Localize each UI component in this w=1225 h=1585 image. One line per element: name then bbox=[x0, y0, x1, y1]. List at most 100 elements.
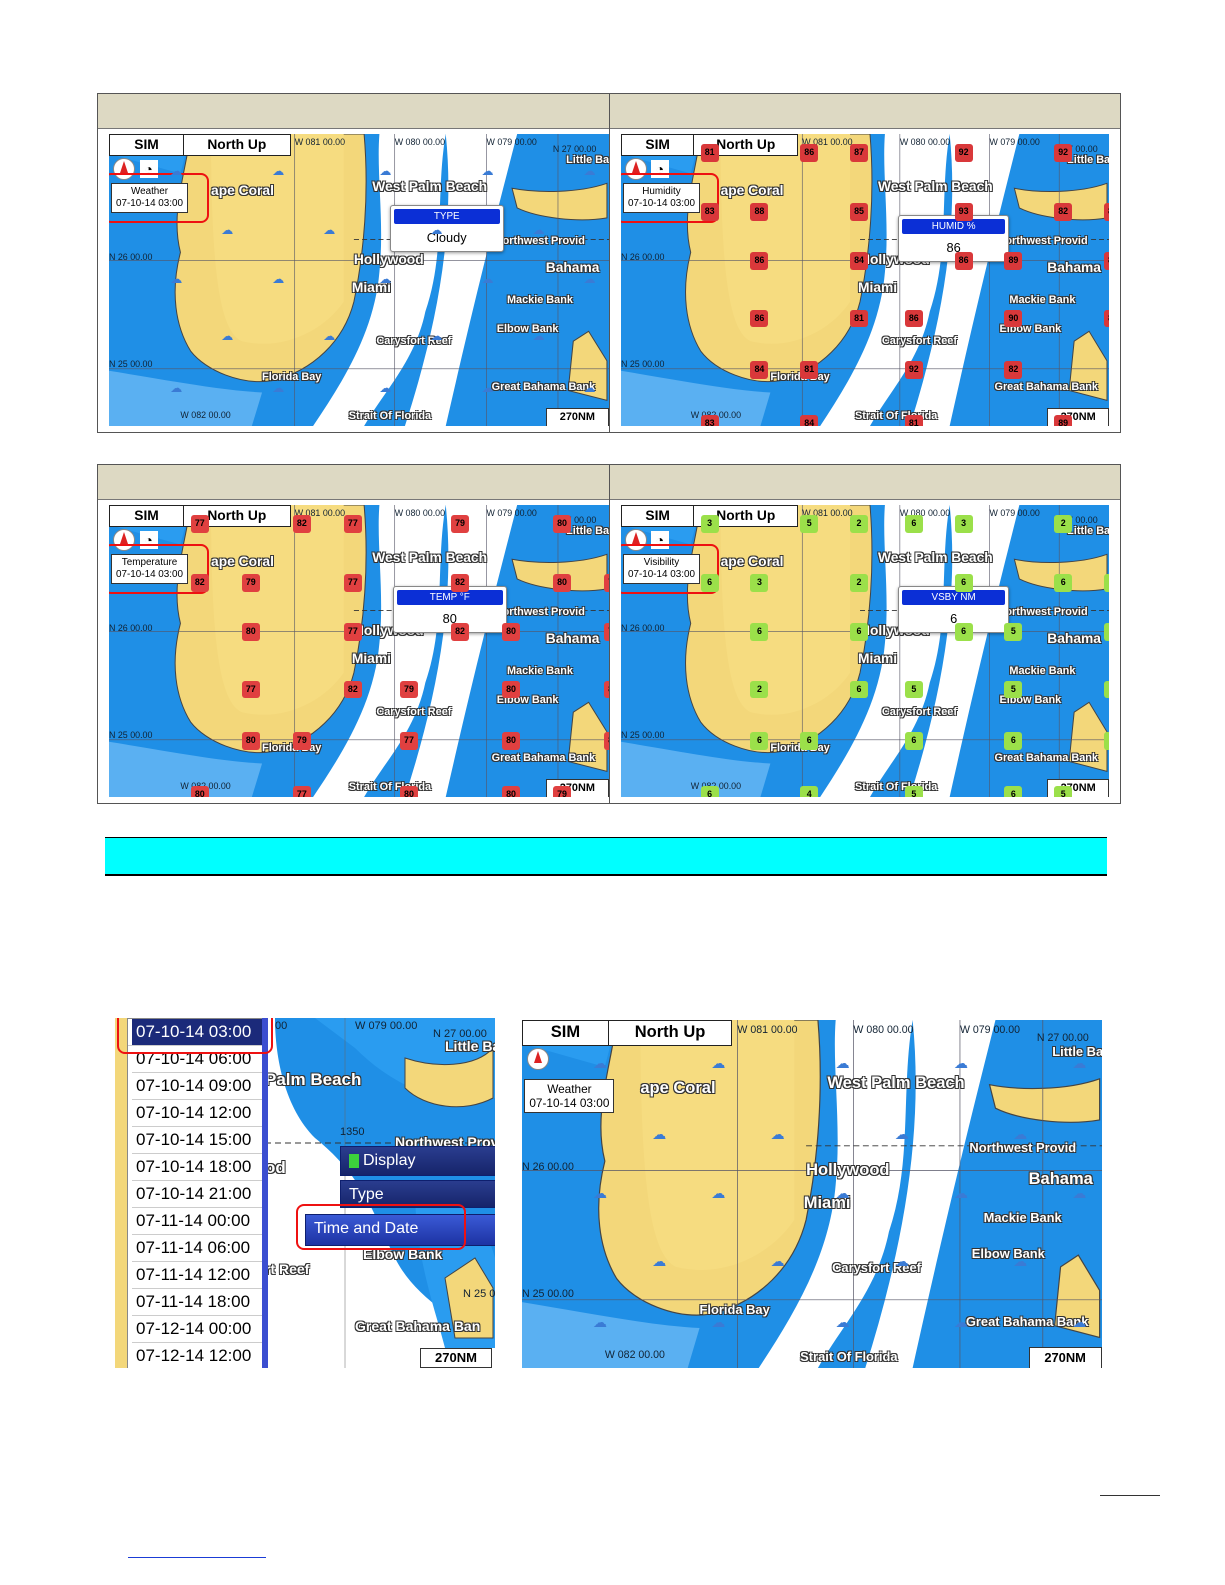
data-cell: 92 bbox=[954, 143, 973, 162]
data-cell: 80 bbox=[501, 731, 521, 750]
menu-time-and-date[interactable]: Time and Date bbox=[305, 1214, 495, 1246]
scale-indicator: 270NM bbox=[1028, 1346, 1102, 1368]
coord-w079: W 079 00.00 bbox=[989, 136, 1040, 147]
readout-value: 86 bbox=[946, 239, 961, 255]
coord-w080: W 080 00.00 bbox=[899, 136, 951, 147]
time-date-list[interactable]: 07-10-14 03:00 07-10-14 06:00 07-10-14 09:… bbox=[127, 1018, 264, 1368]
data-cell: 79 bbox=[241, 574, 260, 592]
data-cell: 80 bbox=[241, 623, 260, 642]
time-option[interactable]: 07-10-14 21:00 bbox=[132, 1181, 263, 1208]
page-number-rule bbox=[1100, 1495, 1160, 1496]
readout-value: 80 bbox=[442, 610, 457, 626]
readout-title: VSBY NM bbox=[901, 589, 1006, 605]
menu-type[interactable]: Type bbox=[340, 1180, 495, 1208]
time-option[interactable]: 07-11-14 12:00 bbox=[132, 1262, 263, 1289]
sim-mode[interactable]: SIM bbox=[110, 506, 185, 526]
readout-value: Cloudy bbox=[426, 230, 467, 246]
place-mackie-bank: Mackie Bank bbox=[1009, 293, 1076, 306]
time-option[interactable]: 07-12-14 00:00 bbox=[132, 1316, 263, 1343]
place-strait: Strait Of Florida bbox=[348, 410, 432, 423]
data-cell: 77 bbox=[190, 514, 209, 533]
data-cell: 2 bbox=[1054, 514, 1073, 533]
data-cell: 82 bbox=[450, 574, 470, 592]
place-great-bahama-bank: Great Bahama Bank bbox=[491, 751, 596, 764]
readout-title: HUMID % bbox=[901, 218, 1006, 234]
readout-title: TYPE bbox=[393, 209, 500, 225]
cloud-rain-icon: ☁ bbox=[221, 329, 234, 344]
data-cell: 80 bbox=[501, 623, 521, 642]
time-option[interactable]: 07-10-14 12:00 bbox=[132, 1100, 263, 1127]
list-scrollbar[interactable] bbox=[262, 1018, 268, 1368]
data-cell: 83 bbox=[700, 415, 719, 426]
data-cell: 80 bbox=[399, 786, 419, 797]
place-bahama: Bahama bbox=[545, 631, 600, 647]
place-great-bahama-bank: Great Bahama Bank bbox=[491, 380, 596, 393]
data-cell: 2 bbox=[750, 680, 769, 699]
data-cell: 82 bbox=[1004, 360, 1023, 379]
data-cell: 87 bbox=[1104, 203, 1109, 221]
place-carysfort-reef: Carysfort Reef bbox=[376, 706, 452, 719]
menu-display-label: Display bbox=[363, 1152, 416, 1169]
time-option[interactable]: 07-11-14 06:00 bbox=[132, 1235, 263, 1262]
cloud-rain-icon: ☁ bbox=[272, 380, 285, 395]
time-option[interactable]: 07-10-14 18:00 bbox=[132, 1154, 263, 1181]
data-cell: 82 bbox=[603, 731, 609, 750]
coord-w079: W 079 00.00 bbox=[486, 136, 537, 147]
sim-mode[interactable]: SIM bbox=[110, 135, 185, 155]
coord-n27: N 27 00.00 bbox=[433, 1028, 487, 1040]
sim-mode[interactable]: SIM bbox=[622, 135, 695, 155]
place-little-ba: Little Ba bbox=[445, 1038, 495, 1054]
data-cell: 79 bbox=[552, 786, 572, 797]
sim-mode[interactable]: SIM bbox=[523, 1021, 609, 1045]
time-option[interactable]: 07-11-14 18:00 bbox=[132, 1289, 263, 1316]
north-up-mode[interactable]: North Up bbox=[207, 137, 267, 153]
time-option[interactable]: 07-10-14 15:00 bbox=[132, 1127, 263, 1154]
menu-display[interactable]: Display bbox=[340, 1146, 495, 1176]
data-cell: 86 bbox=[954, 252, 973, 271]
time-option[interactable]: 07-10-14 09:00 bbox=[132, 1073, 263, 1100]
coord-n26: N 26 00.00 bbox=[109, 623, 153, 634]
time-option[interactable]: 07-12-14 12:00 bbox=[132, 1343, 263, 1368]
time-option[interactable]: 07-11-14 00:00 bbox=[132, 1208, 263, 1235]
data-cell: 80 bbox=[603, 680, 609, 699]
north-up-mode[interactable]: North Up bbox=[207, 508, 267, 524]
sim-mode[interactable]: SIM bbox=[622, 506, 695, 526]
wifi-icon: ◔ bbox=[650, 530, 669, 549]
weather-layer-label: Humidity 07-10-14 03:00 bbox=[622, 183, 700, 213]
cloud-rain-icon: ☁ bbox=[272, 163, 285, 178]
place-carysfort-reef: Carysfort Reef bbox=[832, 1259, 921, 1275]
place-carysfort-reef-fragment: rt Reef bbox=[265, 1261, 310, 1277]
place-strait: Strait Of Florida bbox=[348, 781, 432, 794]
time-option[interactable]: 07-10-14 03:00 bbox=[132, 1019, 263, 1046]
data-cell: 86 bbox=[1104, 309, 1109, 328]
north-up-mode[interactable]: North Up bbox=[716, 137, 776, 153]
place-palm-beach: Palm Beach bbox=[265, 1070, 362, 1089]
layer-time: 07-10-14 03:00 bbox=[627, 569, 695, 581]
column-divider bbox=[609, 465, 610, 803]
data-cell: 6 bbox=[1004, 731, 1023, 750]
data-cell: 82 bbox=[190, 574, 209, 592]
data-cell: 81 bbox=[800, 360, 819, 379]
cloud-rain-icon: ☁ bbox=[894, 1125, 909, 1142]
data-cell: 77 bbox=[241, 680, 260, 699]
north-up-mode[interactable]: North Up bbox=[634, 1023, 706, 1042]
cloud-rain-icon: ☁ bbox=[835, 1184, 850, 1201]
data-cell: 2 bbox=[1104, 680, 1109, 699]
chart-background bbox=[621, 134, 1109, 426]
data-cell: 86 bbox=[800, 143, 819, 162]
cloud-rain-icon: ☁ bbox=[1072, 1055, 1087, 1072]
coord-n25: N 25 00.00 bbox=[109, 729, 153, 740]
coord-w082: W 082 00.00 bbox=[180, 410, 231, 421]
data-cell: 93 bbox=[954, 203, 973, 221]
north-up-mode[interactable]: North Up bbox=[716, 508, 776, 524]
wifi-icon: ◔ bbox=[139, 530, 158, 549]
chart-background bbox=[621, 505, 1109, 797]
cloud-rain-icon: ☁ bbox=[583, 380, 596, 395]
compass-icon[interactable] bbox=[526, 1048, 549, 1071]
data-cell: 88 bbox=[1104, 252, 1109, 271]
cloud-rain-icon: ☁ bbox=[481, 380, 494, 395]
map-status-bar: SIM North Up bbox=[109, 134, 291, 156]
cloud-rain-icon: ☁ bbox=[770, 1125, 785, 1142]
weather-layer-label: Temperature 07-10-14 03:00 bbox=[111, 554, 189, 584]
coord-w080: W 080 00.00 bbox=[853, 1023, 914, 1036]
